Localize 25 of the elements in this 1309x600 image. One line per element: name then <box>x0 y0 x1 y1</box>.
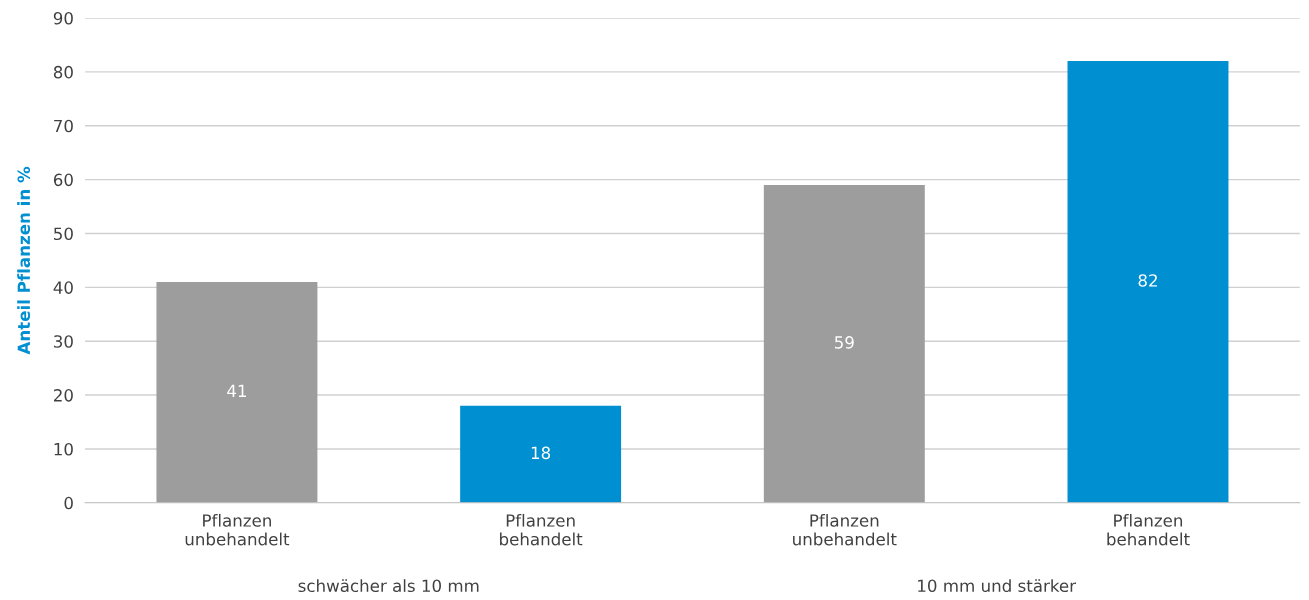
y-axis-title: Anteil Pflanzen in % <box>17 166 31 355</box>
y-tick-label: 90 <box>53 11 73 25</box>
data-label: 82 <box>1138 274 1157 287</box>
y-tick-label: 70 <box>54 119 73 133</box>
text: 10 mm und stärker <box>918 579 1077 593</box>
y-tick-label: 30 <box>54 335 73 348</box>
bar <box>1067 61 1229 503</box>
x-tick-label: Pflanzen unbehandelt <box>185 513 290 546</box>
y-tick-label: 40 <box>53 281 73 294</box>
bar <box>156 281 318 503</box>
x-tick-label: Pflanzen unbehandelt <box>793 513 897 546</box>
x-tick-label: Pflanzen behandelt <box>500 513 583 546</box>
x-tick-label: Pflanzen behandelt <box>1107 513 1190 546</box>
y-tick-label: 50 <box>54 227 73 241</box>
data-label: 18 <box>531 446 551 460</box>
data-label: 41 <box>227 384 246 397</box>
bar <box>460 405 622 503</box>
data-label: 59 <box>834 336 854 349</box>
y-tick-label: 0 <box>64 496 73 510</box>
y-tick-label: 10 <box>54 442 73 456</box>
bar <box>763 184 925 503</box>
y-tick-label: 20 <box>53 389 73 402</box>
y-tick-label: 80 <box>53 65 73 79</box>
text: schwächer als 10 mm <box>298 579 479 593</box>
y-tick-label: 60 <box>53 173 73 187</box>
